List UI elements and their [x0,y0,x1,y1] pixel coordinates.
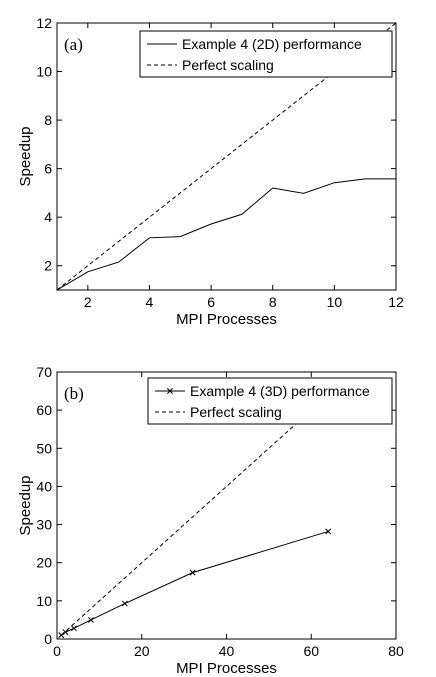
x-tick-label: 10 [327,294,343,310]
legend-label: Example 4 (2D) performance [182,36,362,52]
y-tick-label: 12 [36,15,52,31]
data-point-marker [121,600,128,607]
x-tick-label: 20 [134,643,150,659]
plot-frame [56,22,397,291]
y-tick-label: 10 [36,593,52,609]
chart-panel-a: 2 4 6 8 10 12 2 4 6 8 10 12 MPI Processes Speedup Exam… [17,15,404,328]
x-tick-label: 6 [207,294,215,310]
legend-marker [167,388,173,394]
y-axis-label: Speedup [17,475,34,535]
marker-stroke [325,528,332,535]
x-axis-label: MPI Processes [176,660,277,677]
y-tick-label: 8 [44,112,52,128]
x-tick-label: 12 [388,294,404,310]
x-tick-label: 8 [269,294,277,310]
x-tick-label: 40 [219,643,235,659]
y-tick-label: 30 [36,517,52,533]
x-tick-label: 80 [388,643,404,659]
y-tick-label: 20 [36,555,52,571]
performance-line [60,530,329,636]
legend-label: Perfect scaling [182,57,274,73]
x-tick-label: 2 [84,294,92,310]
x-tick-label: 60 [303,643,319,659]
marker-stroke [70,625,77,632]
panel-label: (b) [64,384,84,403]
legend-box [139,30,393,78]
data-point-marker [70,625,77,632]
y-axis-label: Speedup [17,126,34,186]
performance-line [57,178,396,290]
y-tick-label: 6 [44,161,52,177]
chart-panel-b: 0 20 40 60 80 0 10 20 30 40 50 60 70 MPI Processes Spe… [17,364,404,677]
y-tick-label: 50 [36,440,52,456]
y-tick-label: 0 [44,631,52,647]
y-tick-label: 2 [44,258,52,274]
y-tick-label: 10 [36,64,52,80]
panel-label: (a) [64,35,83,54]
legend: Example 4 (3D) performance Perfect scalin… [147,377,393,425]
y-tick-label: 4 [44,209,52,225]
y-tick-label: 70 [36,364,52,380]
perfect-scaling-line [60,394,329,636]
data-point-marker [87,616,94,623]
legend-box [147,377,393,425]
x-tick-label: 4 [146,294,154,310]
marker-stroke [87,616,94,623]
y-tick-label: 60 [36,402,52,418]
legend: Example 4 (2D) performance Perfect scalin… [139,30,393,78]
legend-label: Example 4 (3D) performance [190,383,370,399]
marker-stroke [189,569,196,576]
x-axis-label: MPI Processes [176,311,277,328]
y-tick-label: 40 [36,478,52,494]
data-point-marker [325,528,332,535]
data-point-marker [189,569,196,576]
x-tick-label: 0 [53,643,61,659]
legend-label: Perfect scaling [190,404,282,420]
marker-stroke [121,600,128,607]
